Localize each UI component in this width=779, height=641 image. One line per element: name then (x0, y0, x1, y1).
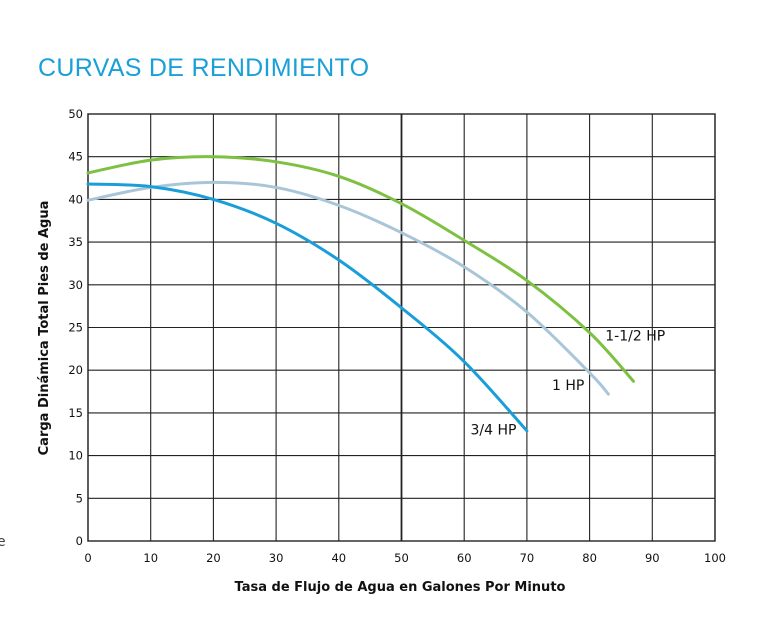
y-tick-label: 20 (68, 363, 83, 377)
curve-1-hp (86, 180, 610, 396)
chart-grid (87, 113, 716, 542)
series-label: 3/4 HP (470, 422, 516, 438)
series-label: 1-1/2 HP (605, 328, 665, 344)
y-tick-label: 15 (68, 406, 83, 420)
curve-1-1-2-hp (86, 155, 635, 383)
x-tick-label: 20 (206, 551, 221, 565)
x-tick-label: 30 (269, 551, 284, 565)
x-axis-label: Tasa de Flujo de Agua en Galones Por Min… (235, 580, 566, 595)
curve-3-4-hp (86, 182, 529, 433)
plot-border (87, 113, 716, 542)
x-tick-label: 0 (84, 551, 91, 565)
y-tick-label: 0 (76, 534, 83, 548)
chart-series (86, 155, 635, 433)
y-tick-label: 10 (68, 449, 83, 463)
y-tick-label: 45 (68, 150, 83, 164)
chart-title: CURVAS DE RENDIMIENTO (38, 54, 370, 82)
y-tick-label: 50 (68, 107, 83, 121)
x-tick-label: 70 (520, 551, 535, 565)
series-labels: 1-1/2 HP 1 HP 3/4 HP (470, 328, 665, 438)
y-axis-label: Carga Dinámica Total Pies de Agua (37, 201, 52, 456)
x-tick-label: 60 (457, 551, 472, 565)
x-tick-label: 90 (645, 551, 660, 565)
x-tick-label: 10 (143, 551, 158, 565)
y-tick-label: 35 (68, 235, 83, 249)
x-tick-label: 50 (394, 551, 409, 565)
y-tick-label: 30 (68, 278, 83, 292)
y-axis-ticks: 0 5 10 15 20 25 30 35 40 45 50 (68, 107, 83, 548)
y-tick-label: 5 (76, 491, 83, 505)
y-tick-label: 25 (68, 321, 83, 335)
x-tick-label: 100 (704, 551, 726, 565)
series-label: 1 HP (552, 378, 584, 394)
y-tick-label: 40 (68, 192, 83, 206)
x-tick-label: 80 (582, 551, 597, 565)
cropped-text-fragment: e (0, 534, 6, 550)
x-axis-ticks: 0 10 20 30 40 50 60 70 80 90 100 (84, 551, 726, 565)
x-tick-label: 40 (331, 551, 346, 565)
